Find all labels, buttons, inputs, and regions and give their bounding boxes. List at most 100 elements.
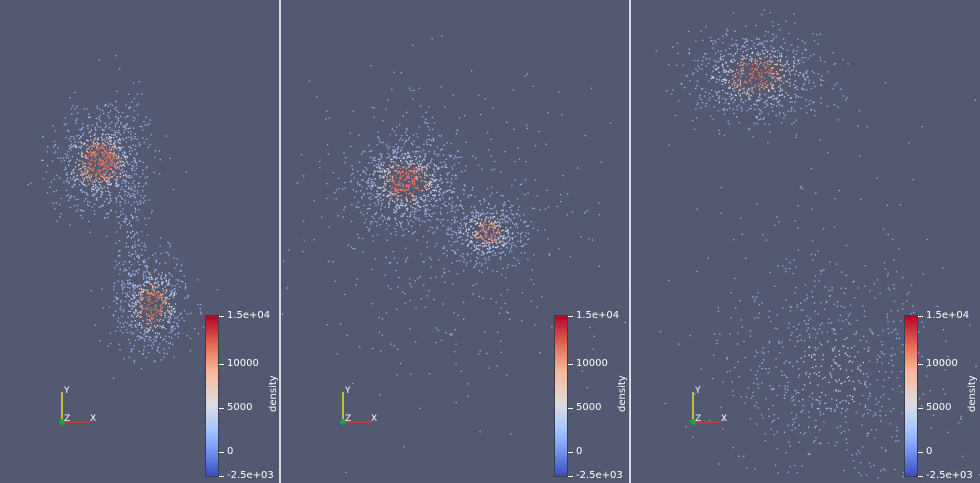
particle [738,92,740,94]
particle [845,274,847,276]
particle [369,196,372,198]
render-view-1[interactable]: Y X Z 1.5e+04 10000 5000 0 -2.5e+03 dens… [0,0,279,483]
particle [794,22,796,24]
particle [94,152,97,154]
particle [102,205,104,207]
particle [129,177,131,179]
particle [454,351,456,353]
particle [400,182,403,184]
particle [406,199,408,201]
particle [128,274,130,276]
render-view-2[interactable]: Y X Z 1.5e+04 10000 5000 0 -2.5e+03 dens… [281,0,629,483]
particle [110,167,112,170]
particle [735,52,737,54]
particle [116,155,118,157]
particle [136,336,138,338]
particle [392,180,395,182]
particle [130,147,132,149]
particle [103,154,105,156]
particle [418,168,421,170]
particle [106,180,108,182]
particle [741,110,743,112]
particle [433,169,435,171]
particle [702,102,704,104]
particle [378,187,381,189]
particle [446,142,448,144]
particle [374,184,377,186]
particle [406,189,408,191]
particle [179,286,181,288]
particle [137,240,140,242]
particle [390,343,392,345]
particle [114,178,116,181]
particle [385,228,387,230]
particle [805,49,807,51]
particle [475,210,477,212]
particle [393,182,396,184]
particle [99,340,101,342]
particle [378,160,380,162]
particle [765,49,767,51]
particle [80,141,82,143]
particle [851,361,853,363]
particle [496,365,498,367]
particle [378,194,380,196]
particle [750,73,752,75]
particle [165,328,167,330]
particle [74,144,76,146]
particle [144,259,146,261]
particle [767,63,769,65]
particle [401,221,403,223]
particle [130,264,133,266]
particle [129,106,131,108]
particle [451,197,453,199]
particle [459,203,461,206]
particle [475,157,477,159]
particle [743,62,745,64]
particle [390,161,392,163]
view-separator[interactable] [629,0,631,483]
particle [508,217,510,219]
particle [481,242,483,245]
particle [465,227,467,230]
particle [103,165,105,167]
particle [719,75,721,78]
particle [116,216,119,218]
particle [395,197,397,200]
particle [452,191,454,194]
particle [475,247,477,249]
particle [688,53,690,55]
particle [721,80,723,82]
particle [132,217,134,219]
particle [110,168,113,170]
particle [142,137,144,139]
view-separator[interactable] [279,0,281,483]
particle [779,60,782,62]
particle [421,166,423,168]
particle [795,96,797,98]
particle [476,233,479,235]
particle [777,49,779,52]
particle [420,197,422,199]
particle [74,180,76,182]
particle [91,148,93,150]
particle [829,407,831,410]
particle [409,328,411,330]
particle [460,243,462,245]
render-view-3[interactable]: Y X Z 1.5e+04 10000 5000 0 -2.5e+03 dens… [631,0,980,483]
particle [825,408,827,410]
particle [433,150,436,152]
particle [168,311,170,313]
particle [116,302,118,305]
particle [90,135,92,137]
particle [436,179,438,181]
particle [115,132,117,134]
particle [110,210,112,212]
particle [387,285,389,287]
particle [451,205,453,208]
particle [82,183,84,185]
particle [413,172,416,175]
particle [148,318,150,321]
particle [494,227,496,229]
